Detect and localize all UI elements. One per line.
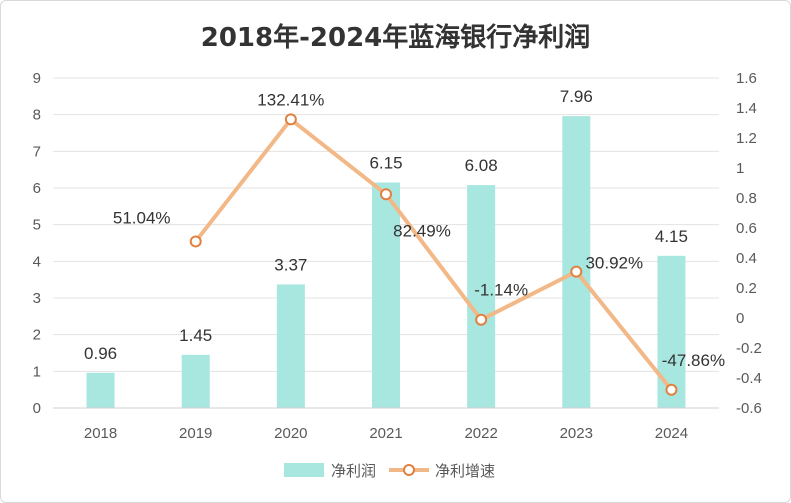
chart-title: 2018年-2024年蓝海银行净利润 [200, 23, 591, 53]
line-value-label: 132.41% [257, 90, 324, 109]
x-tick-label: 2022 [464, 425, 497, 442]
bar [657, 255, 686, 408]
line-marker [189, 235, 202, 248]
x-tick-label: 2018 [84, 425, 117, 442]
bar [276, 284, 305, 408]
bar [467, 185, 496, 408]
y-left-tick-label: 4 [33, 253, 41, 270]
line-value-label: -1.14% [474, 281, 528, 300]
bar-value-label: 6.15 [369, 154, 402, 173]
x-tick-label: 2020 [274, 425, 307, 442]
line-series [189, 113, 678, 396]
bar-value-label: 7.96 [560, 87, 593, 106]
line-value-label: -47.86% [662, 351, 725, 370]
line-marker [284, 113, 297, 126]
line-marker [475, 313, 488, 326]
line-value-label: 82.49% [393, 221, 451, 240]
y-left-tick-label: 6 [33, 180, 41, 197]
y-right-tick-label: 1.4 [736, 100, 757, 117]
y-left-tick-label: 8 [33, 107, 41, 124]
legend-marker-line [403, 464, 415, 476]
y-left-tick-label: 2 [33, 327, 41, 344]
y-right-tick-label: -0.4 [736, 370, 762, 387]
bar-series [86, 116, 686, 408]
line-value-label: 51.04% [113, 208, 171, 227]
y-right-tick-label: 1.6 [736, 70, 757, 87]
line-marker [570, 265, 583, 278]
y-right-tick-label: 1.2 [736, 130, 757, 147]
y-right-tick-label: 0.6 [736, 220, 757, 237]
y-right-tick-label: 0 [736, 310, 744, 327]
legend-swatch-bar [284, 463, 324, 477]
bar-value-label: 1.45 [179, 326, 212, 345]
x-tick-label: 2023 [560, 425, 593, 442]
data-labels: 0.96 1.45 3.37 6.15 6.08 7.96 4.15 51.04% 132.41… [84, 87, 725, 370]
y-left-tick-label: 5 [33, 217, 41, 234]
line-value-label: 30.92% [585, 254, 643, 273]
bar-value-label: 3.37 [274, 255, 307, 274]
line-marker [380, 188, 392, 201]
x-tick-label: 2024 [655, 425, 688, 442]
y-left-tick-label: 0 [33, 400, 41, 417]
bar [372, 182, 400, 408]
y-right-tick-label: 1 [736, 160, 744, 177]
bar [86, 372, 115, 408]
x-tick-label: 2019 [179, 425, 212, 442]
legend-label-bar: 净利润 [331, 462, 376, 480]
y-right-tick-label: -0.2 [736, 340, 762, 357]
axes: 0 1 2 3 4 5 6 7 8 9 -0.6 -0.4 -0.2 0 0.2 0.4 0.6 0.8 1 1.2 1… [33, 70, 762, 442]
growth-line [193, 117, 674, 392]
bar-value-label: 6.08 [465, 156, 498, 175]
legend-label-line: 净利增速 [435, 462, 495, 480]
y-right-tick-label: 0.4 [736, 250, 757, 267]
x-tick-label: 2021 [369, 425, 402, 442]
y-right-tick-label: 0.8 [736, 190, 757, 207]
y-right-tick-label: -0.6 [736, 400, 762, 417]
y-left-tick-label: 1 [33, 363, 41, 380]
legend: 净利润 净利增速 [284, 462, 495, 480]
y-right-tick-label: 0.2 [736, 280, 757, 297]
bar [181, 354, 210, 408]
y-left-tick-label: 9 [33, 70, 41, 87]
bar [562, 116, 591, 408]
line-marker [665, 383, 678, 396]
y-left-tick-label: 7 [33, 143, 41, 160]
y-left-tick-label: 3 [33, 290, 41, 307]
bar-value-label: 0.96 [84, 344, 117, 363]
bar-value-label: 4.15 [655, 227, 688, 246]
